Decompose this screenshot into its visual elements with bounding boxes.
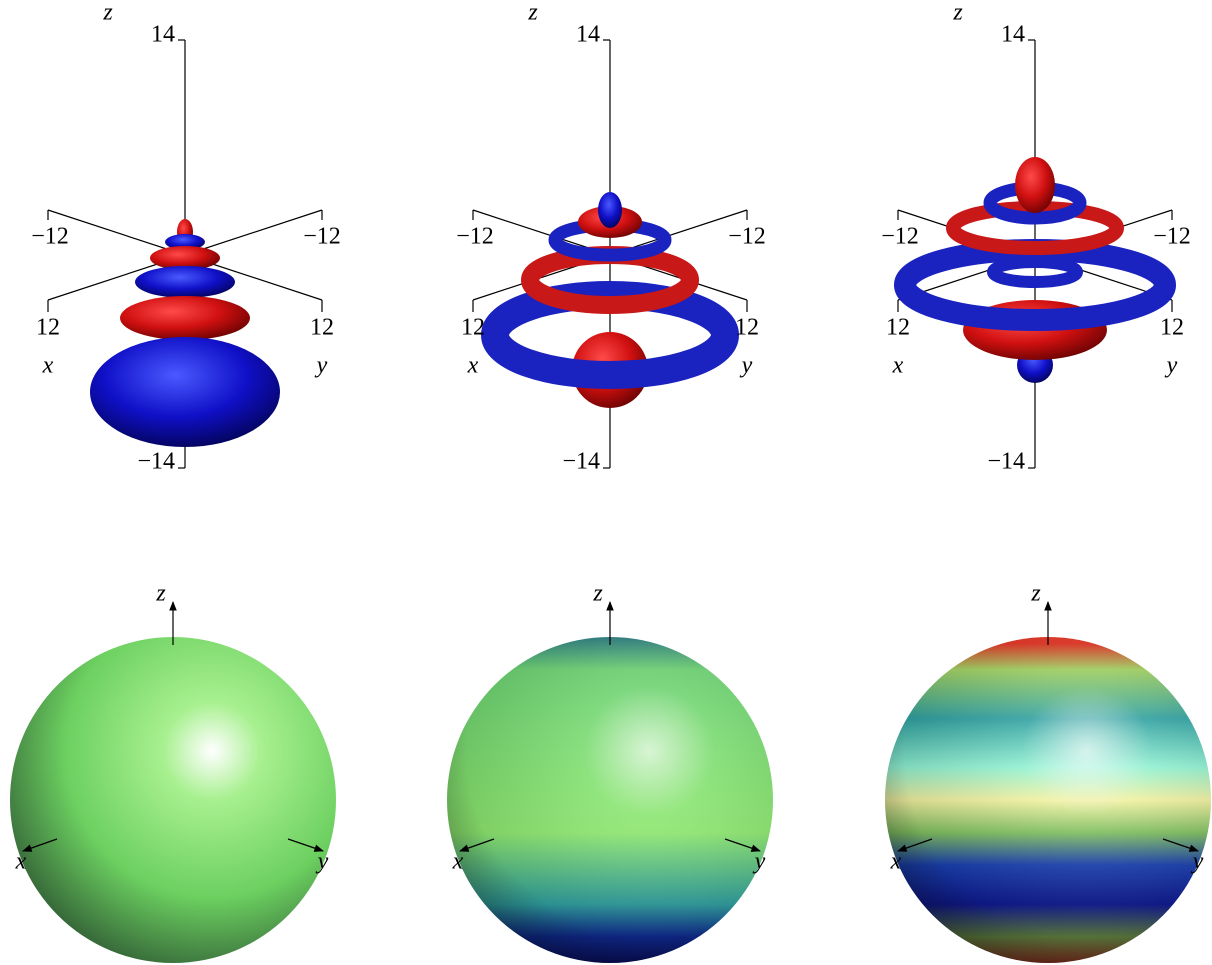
sphere — [10, 637, 336, 963]
tick-label: 14 — [151, 22, 175, 48]
axis-label: x — [890, 849, 902, 875]
tick-label: 12 — [36, 315, 60, 341]
axis-label: y — [316, 849, 329, 875]
lobe — [150, 246, 220, 270]
torus — [481, 281, 739, 389]
axis-label: y — [1191, 849, 1204, 875]
y-arrow — [287, 838, 324, 852]
axis-line — [184, 209, 323, 256]
tick-label: 12 — [735, 315, 759, 341]
sphere-shading — [447, 637, 773, 963]
tick-label: −14 — [987, 449, 1025, 475]
axis-label: x — [452, 849, 464, 875]
axis-label: z — [102, 0, 113, 26]
tick-label: 12 — [886, 315, 910, 341]
lobe — [165, 234, 205, 250]
tick-label: −14 — [137, 449, 175, 475]
tick-label: −12 — [1153, 224, 1191, 250]
tick-label: 14 — [1001, 22, 1025, 48]
tick-label: 12 — [310, 315, 334, 341]
axis-label: y — [740, 353, 753, 379]
axis-label: y — [1165, 353, 1178, 379]
axis-label: x — [15, 849, 27, 875]
tick-label: −12 — [31, 224, 69, 250]
lobe — [90, 337, 280, 447]
axis-label: x — [892, 353, 904, 379]
axis-label: z — [155, 581, 166, 607]
axis-label: z — [1030, 581, 1041, 607]
axis-label: x — [467, 353, 479, 379]
tick-label: −12 — [303, 224, 341, 250]
tick-label: −14 — [562, 449, 600, 475]
tick-label: 12 — [461, 315, 485, 341]
axis-label: x — [42, 353, 54, 379]
axis-label: y — [315, 353, 328, 379]
axis-label: z — [952, 0, 963, 26]
tick-label: 12 — [1160, 315, 1184, 341]
x-arrow — [897, 838, 933, 852]
sphere-shading — [885, 637, 1211, 963]
axis-line — [47, 209, 186, 256]
tick-label: −12 — [456, 224, 494, 250]
lobe — [135, 266, 235, 298]
x-arrow — [459, 838, 495, 852]
tick-label: 14 — [576, 22, 600, 48]
y-arrow — [724, 838, 761, 852]
y-arrow — [1162, 838, 1199, 852]
axis-label: y — [753, 849, 766, 875]
axis-label: z — [527, 0, 538, 26]
lobe — [598, 192, 622, 228]
torus — [987, 256, 1083, 288]
lobe — [120, 296, 250, 340]
lobe — [1015, 157, 1055, 213]
tick-label: −12 — [728, 224, 766, 250]
x-arrow — [22, 838, 58, 852]
tick-label: −12 — [881, 224, 919, 250]
axis-label: z — [592, 581, 603, 607]
